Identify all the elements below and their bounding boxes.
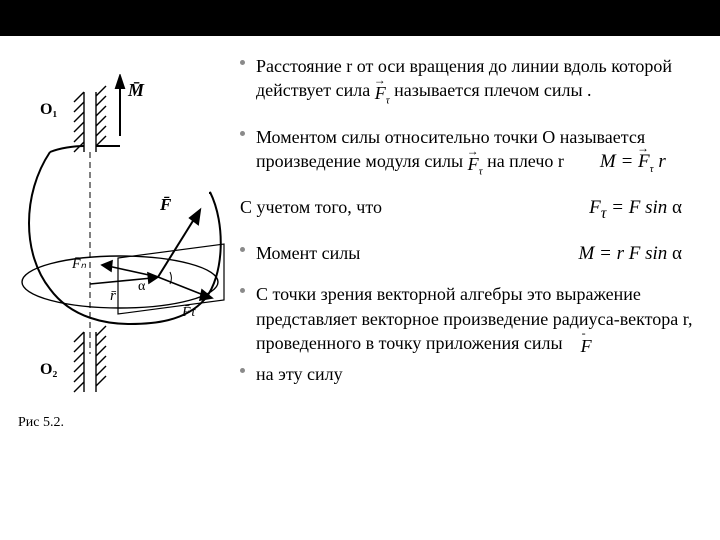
para-moment-force: Момент силы M = r F sin α [240, 241, 700, 267]
label-alpha: α [138, 279, 146, 294]
label-Fn: F̄ₙ [71, 257, 87, 272]
label-Ft: F̄τ [181, 305, 197, 320]
bullet-icon [240, 368, 245, 373]
body-text: Расстояние r от оси вращения до линии вд… [240, 54, 700, 402]
bullet-icon [240, 288, 245, 293]
eq-M: M = r F sin α [578, 241, 700, 267]
label-O2: O₂ [40, 361, 57, 378]
bullet-icon [240, 131, 245, 136]
para-moment-def: Моментом силы относительно точки О назыв… [240, 125, 700, 180]
text-p4: Момент силы [256, 241, 360, 265]
symbol-F-vec-2: →Fτ [468, 152, 483, 179]
top-black-bar [0, 0, 720, 36]
para-on-force: на эту силу [240, 362, 700, 386]
eq-Ft: Fτ = F sin α [589, 195, 700, 224]
text-p3: С учетом того, что [240, 195, 382, 219]
label-r: r̄ [110, 288, 116, 304]
para-distance-r: Расстояние r от оси вращения до линии вд… [240, 54, 700, 109]
label-M: M̄ [127, 80, 145, 100]
symbol-F-vec: →Fτ [375, 81, 390, 108]
moment-diagram-svg: M̄ O₁ r̄ F̄ F̄ₙ [10, 74, 230, 404]
text-p1b: называется плечом силы . [394, 80, 591, 100]
text-p2b: на плечо r [487, 151, 564, 171]
symbol-F-plain: -F [581, 334, 592, 358]
para-given-that: С учетом того, что Fτ = F sin α [240, 195, 700, 224]
bullet-icon [240, 60, 245, 65]
text-p2a: Моментом силы относительно точки О назыв… [256, 127, 645, 171]
text-p5: С точки зрения векторной алгебры это выр… [256, 284, 693, 353]
label-F: F̄ [159, 195, 172, 214]
bullet-icon [240, 247, 245, 252]
text-p6: на эту силу [256, 364, 343, 384]
eq-moment: M = →Fτ r [600, 151, 666, 172]
label-O1: O₁ [40, 101, 57, 118]
para-vector-algebra: С точки зрения векторной алгебры это выр… [240, 282, 700, 358]
figure-5-2: M̄ O₁ r̄ F̄ F̄ₙ [10, 74, 230, 431]
figure-caption: Рис 5.2. [18, 415, 230, 431]
